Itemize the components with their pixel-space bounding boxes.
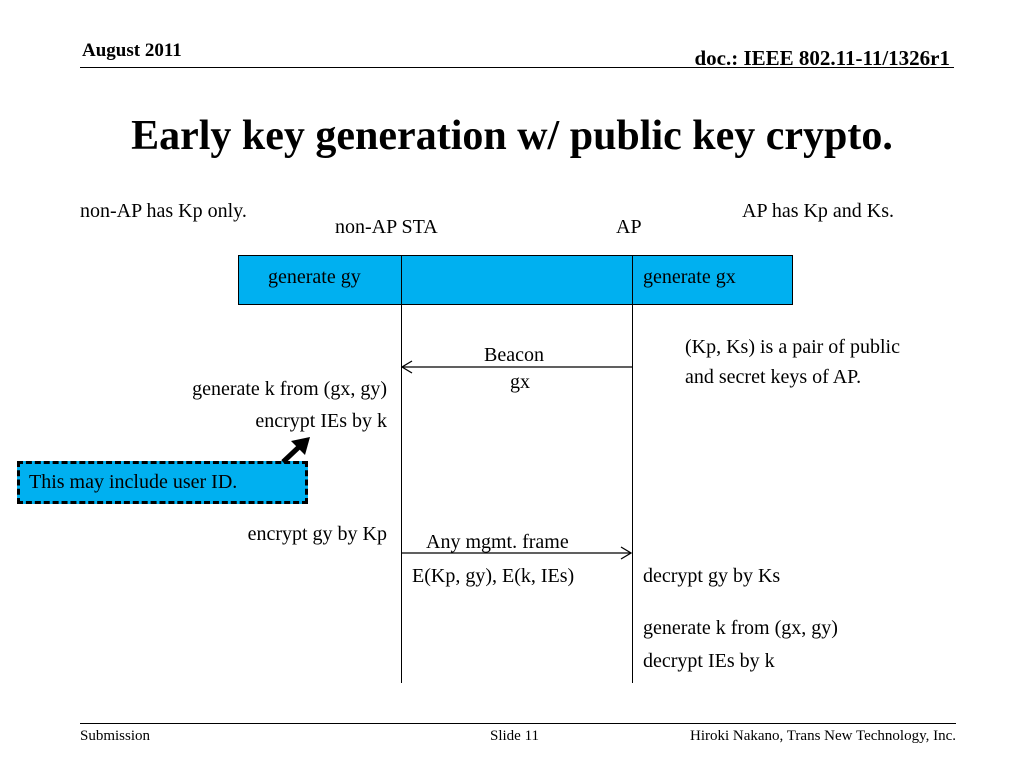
ap-lifeline-label: AP <box>616 216 642 238</box>
sta-generate-k: generate k from (gx, gy) <box>192 378 387 400</box>
beacon-message-label: Beacon <box>484 344 544 366</box>
ap-keys-note: AP has Kp and Ks. <box>742 200 895 222</box>
footer-author: Hiroki Nakano, Trans New Technology, Inc… <box>690 728 956 744</box>
footer-divider <box>80 723 956 724</box>
key-pair-note-line2: and secret keys of AP. <box>685 366 862 388</box>
header-doc-id: doc.: IEEE 802.11-11/1326r1 <box>694 46 950 70</box>
ap-decrypt-ies: decrypt IEs by k <box>643 650 775 672</box>
ap-decrypt-gy: decrypt gy by Ks <box>643 565 781 587</box>
callout-arrow <box>281 437 310 464</box>
ap-generate-gx: generate gx <box>643 266 736 288</box>
mgmt-message-payload: E(Kp, gy), E(k, IEs) <box>412 565 575 587</box>
footer-slide-number: Slide 11 <box>490 728 540 744</box>
user-id-callout <box>17 461 308 504</box>
sta-lifeline <box>401 305 402 683</box>
bar-sta-divider <box>401 256 402 304</box>
slide-title: Early key generation w/ public key crypt… <box>131 113 893 159</box>
footer-submission: Submission <box>80 728 151 744</box>
bar-ap-divider <box>632 256 633 304</box>
sta-lifeline-label: non-AP STA <box>335 216 438 238</box>
mgmt-message-label: Any mgmt. frame <box>426 531 569 553</box>
non-ap-keys-note: non-AP has Kp only. <box>80 200 247 222</box>
beacon-arrow <box>400 360 632 374</box>
key-generation-bar <box>238 255 793 305</box>
key-pair-note-line1: (Kp, Ks) is a pair of public <box>685 336 900 358</box>
sta-generate-gy: generate gy <box>268 266 361 288</box>
sta-encrypt-ies: encrypt IEs by k <box>255 410 387 432</box>
beacon-message-payload: gx <box>510 371 530 393</box>
header-divider <box>80 67 954 68</box>
mgmt-frame-arrow <box>401 546 633 560</box>
header-date: August 2011 <box>82 40 182 61</box>
ap-generate-k: generate k from (gx, gy) <box>643 617 838 639</box>
sta-encrypt-gy: encrypt gy by Kp <box>247 523 387 545</box>
user-id-callout-text: This may include user ID. <box>29 471 238 493</box>
ap-lifeline <box>632 305 633 683</box>
